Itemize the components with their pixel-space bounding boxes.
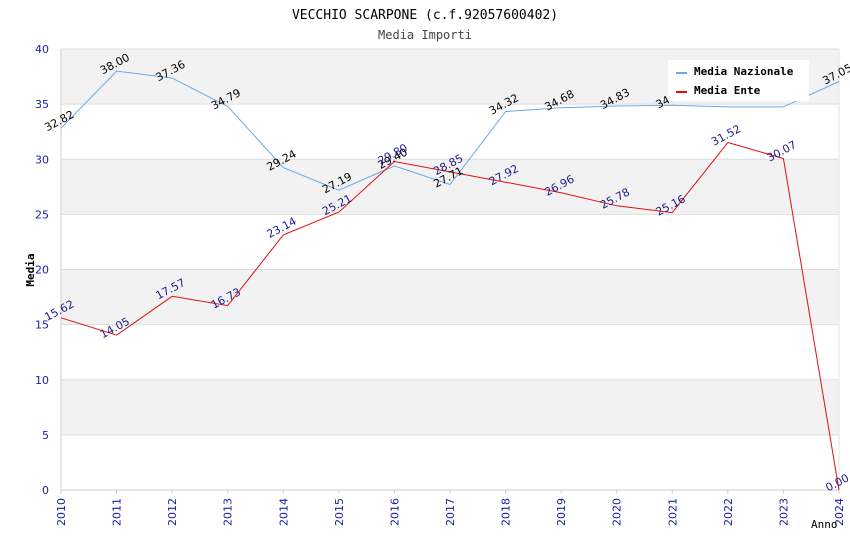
y-tick-label: 5 [42,429,49,442]
y-axis-label: Media [24,253,37,286]
x-tick-label: 2019 [555,498,568,526]
x-tick-label: 2010 [55,498,68,526]
y-tick-label: 0 [42,484,49,497]
y-tick-label: 10 [35,374,49,387]
series-lines [60,70,840,491]
legend-box [668,60,809,101]
x-tick-labels: 2010 2011 2012 2013 2014 2015 2016 2017 2018 2019… [55,490,846,526]
plot-band [61,379,839,435]
x-tick-label: 2020 [611,498,624,526]
x-tick-label: 2024 [833,498,846,526]
chart-title: VECCHIO SCARPONE (c.f.92057600402) [292,8,558,23]
x-tick-label: 2018 [500,498,513,526]
plot-bands [61,49,839,435]
x-tick-label: 2021 [666,498,679,526]
legend-label-nazionale: Media Nazionale [694,65,794,78]
x-tick-label: 2016 [388,498,401,526]
x-tick-label: 2023 [777,498,790,526]
y-tick-label: 15 [35,319,49,332]
y-tick-label: 20 [35,264,49,277]
y-tick-label: 30 [35,153,49,166]
series-line-nazionale [60,70,840,191]
chart-subtitle: Media Importi [378,28,472,42]
x-axis-label: Anno [811,518,838,531]
x-tick-label: 2012 [166,498,179,526]
series-line-ente [60,141,840,491]
y-tick-label: 40 [35,43,49,56]
x-tick-label: 2022 [722,498,735,526]
x-tick-label: 2015 [333,498,346,526]
y-tick-labels: 0 5 10 15 20 25 30 35 40 [35,43,49,497]
x-tick-label: 2017 [444,498,457,526]
legend-label-ente: Media Ente [694,84,761,97]
plot-band [61,269,839,325]
plot-band [61,159,839,215]
y-tick-label: 25 [35,208,49,221]
legend: Media Nazionale Media Ente [668,60,809,101]
y-tick-label: 35 [35,98,49,111]
data-label: 0.00 [823,471,850,494]
x-tick-label: 2014 [277,498,290,526]
data-label: 32.82 [42,108,76,134]
x-tick-label: 2013 [222,498,235,526]
x-tick-label: 2011 [111,498,124,526]
